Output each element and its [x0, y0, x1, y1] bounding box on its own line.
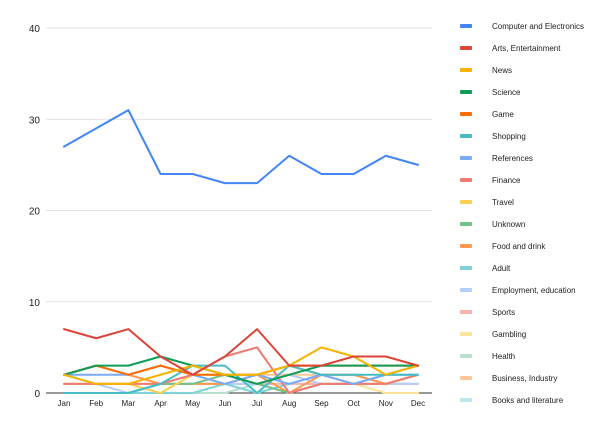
- legend-swatch: [460, 354, 472, 358]
- y-tick-label: 40: [29, 24, 41, 35]
- x-tick-label: May: [185, 399, 200, 408]
- legend-swatch: [460, 398, 472, 402]
- legend-label: Books and literature: [492, 396, 564, 405]
- y-tick-label: 10: [29, 298, 41, 309]
- legend-swatch: [460, 310, 472, 314]
- legend-swatch: [460, 68, 472, 72]
- legend-label: Arts, Entertainment: [492, 44, 561, 53]
- x-axis-ticks: Jan Feb Mar Apr May Jun Jul Aug Sep Oct Nov Dec: [58, 399, 426, 408]
- x-tick-label: Oct: [347, 399, 360, 408]
- legend-label: Unknown: [492, 220, 525, 229]
- legend-swatch: [460, 222, 472, 226]
- legend-label: Gambling: [492, 330, 526, 339]
- y-tick-label: 20: [29, 207, 41, 218]
- x-tick-label: Sep: [314, 399, 329, 408]
- y-tick-label: 30: [29, 115, 41, 126]
- x-tick-label: Aug: [282, 399, 296, 408]
- x-tick-label: Nov: [379, 399, 393, 408]
- legend-swatch: [460, 288, 472, 292]
- legend-swatch: [460, 244, 472, 248]
- legend-label: Business, Industry: [492, 374, 557, 383]
- legend-label: Employment, education: [492, 286, 576, 295]
- legend-swatch: [460, 376, 472, 380]
- legend-swatch: [460, 332, 472, 336]
- legend-label: Travel: [492, 198, 514, 207]
- series-line: [63, 346, 419, 385]
- legend-label: Health: [492, 352, 515, 361]
- y-axis-ticks: 0 10 20 30 40: [29, 24, 41, 400]
- x-tick-label: Jul: [252, 399, 262, 408]
- legend-label: Finance: [492, 176, 521, 185]
- legend-label: Science: [492, 88, 521, 97]
- x-tick-label: Dec: [411, 399, 425, 408]
- series-lines: [63, 109, 419, 394]
- legend: Computer and Electronics Arts, Entertainm…: [460, 22, 584, 405]
- legend-swatch: [460, 90, 472, 94]
- legend-swatch: [460, 112, 472, 116]
- legend-label: Game: [492, 110, 514, 119]
- legend-swatch: [460, 178, 472, 182]
- y-tick-label: 0: [34, 389, 40, 400]
- legend-swatch: [460, 46, 472, 50]
- legend-swatch: [460, 156, 472, 160]
- legend-label: Adult: [492, 264, 511, 273]
- legend-swatch: [460, 200, 472, 204]
- legend-label: Food and drink: [492, 242, 546, 251]
- x-tick-label: Mar: [121, 399, 135, 408]
- series-line: [63, 364, 419, 376]
- series-line: [63, 109, 419, 185]
- x-tick-label: Feb: [89, 399, 103, 408]
- legend-swatch: [460, 24, 472, 28]
- x-tick-label: Apr: [154, 399, 167, 408]
- legend-label: Sports: [492, 308, 515, 317]
- grid-lines: [46, 27, 432, 394]
- x-tick-label: Jun: [218, 399, 231, 408]
- legend-swatch: [460, 266, 472, 270]
- legend-label: Computer and Electronics: [492, 22, 584, 31]
- legend-swatch: [460, 134, 472, 138]
- legend-label: Shopping: [492, 132, 526, 141]
- legend-label: News: [492, 66, 512, 75]
- series-line: [63, 328, 419, 376]
- series-line: [63, 355, 419, 385]
- legend-label: References: [492, 154, 533, 163]
- x-tick-label: Jan: [58, 399, 71, 408]
